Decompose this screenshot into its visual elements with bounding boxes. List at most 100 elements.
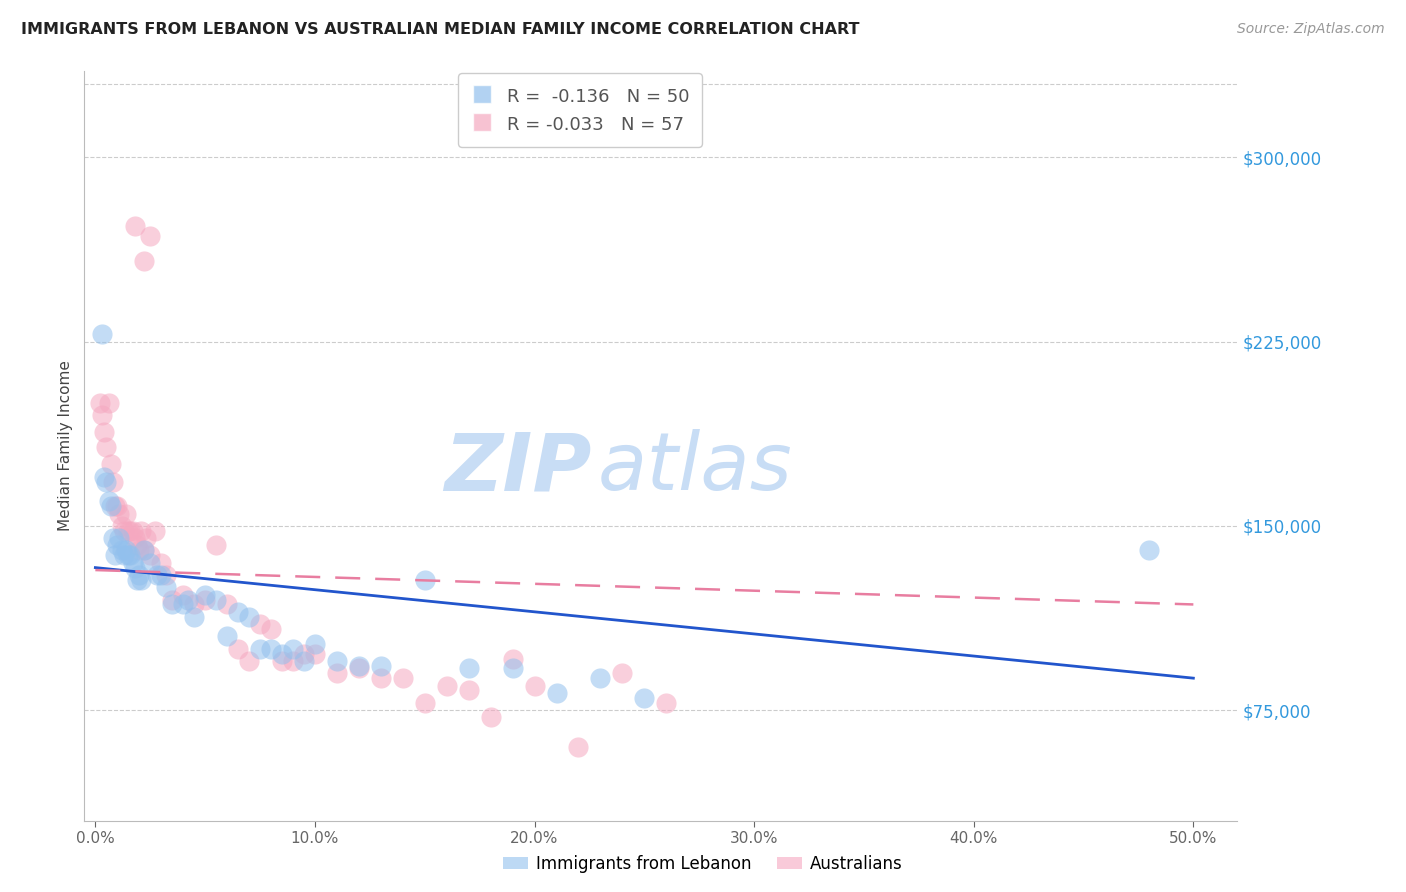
- Point: [115, 543, 138, 558]
- Point: [139, 556, 162, 570]
- Point: [183, 609, 205, 624]
- Point: [112, 549, 135, 563]
- Point: [1139, 543, 1161, 558]
- Point: [183, 598, 205, 612]
- Point: [101, 531, 124, 545]
- Point: [281, 654, 304, 668]
- Point: [108, 507, 131, 521]
- Point: [205, 592, 228, 607]
- Point: [304, 647, 326, 661]
- Legend: R =  -0.136   N = 50, R = -0.033   N = 57: R = -0.136 N = 50, R = -0.033 N = 57: [458, 73, 702, 147]
- Point: [112, 524, 135, 538]
- Point: [125, 573, 148, 587]
- Point: [132, 253, 155, 268]
- Point: [370, 658, 392, 673]
- Point: [271, 647, 294, 661]
- Point: [260, 622, 283, 636]
- Point: [249, 617, 271, 632]
- Point: [100, 499, 122, 513]
- Point: [226, 641, 249, 656]
- Point: [150, 556, 173, 570]
- Point: [120, 549, 142, 563]
- Point: [121, 556, 143, 570]
- Point: [100, 458, 122, 472]
- Point: [326, 666, 349, 681]
- Point: [217, 598, 239, 612]
- Text: Source: ZipAtlas.com: Source: ZipAtlas.com: [1237, 22, 1385, 37]
- Point: [111, 519, 134, 533]
- Point: [160, 592, 183, 607]
- Point: [546, 686, 568, 700]
- Text: ZIP: ZIP: [444, 429, 592, 508]
- Legend: Immigrants from Lebanon, Australians: Immigrants from Lebanon, Australians: [496, 848, 910, 880]
- Point: [160, 598, 183, 612]
- Point: [260, 641, 283, 656]
- Y-axis label: Median Family Income: Median Family Income: [58, 360, 73, 532]
- Point: [655, 696, 678, 710]
- Point: [304, 637, 326, 651]
- Point: [120, 524, 142, 538]
- Point: [90, 409, 112, 423]
- Point: [90, 327, 112, 342]
- Point: [457, 683, 479, 698]
- Point: [457, 661, 479, 675]
- Point: [205, 539, 228, 553]
- Point: [131, 573, 153, 587]
- Point: [135, 531, 157, 545]
- Point: [97, 396, 120, 410]
- Point: [121, 524, 143, 538]
- Point: [567, 739, 589, 754]
- Point: [292, 654, 315, 668]
- Point: [589, 671, 612, 685]
- Point: [96, 475, 118, 489]
- Point: [150, 568, 173, 582]
- Point: [105, 539, 128, 553]
- Point: [124, 531, 146, 545]
- Point: [132, 543, 155, 558]
- Point: [111, 543, 134, 558]
- Point: [97, 494, 120, 508]
- Point: [93, 469, 115, 483]
- Point: [117, 549, 139, 563]
- Point: [131, 524, 153, 538]
- Text: atlas: atlas: [598, 429, 792, 508]
- Point: [271, 654, 294, 668]
- Point: [413, 696, 436, 710]
- Point: [155, 580, 177, 594]
- Point: [194, 592, 217, 607]
- Point: [502, 661, 524, 675]
- Point: [226, 605, 249, 619]
- Point: [155, 568, 177, 582]
- Point: [117, 524, 139, 538]
- Point: [194, 588, 217, 602]
- Point: [105, 499, 128, 513]
- Point: [633, 690, 655, 705]
- Point: [124, 219, 146, 234]
- Point: [176, 592, 198, 607]
- Point: [132, 543, 155, 558]
- Point: [249, 641, 271, 656]
- Point: [217, 629, 239, 643]
- Point: [146, 568, 169, 582]
- Point: [96, 440, 118, 454]
- Point: [281, 641, 304, 656]
- Point: [172, 598, 194, 612]
- Point: [479, 710, 502, 724]
- Point: [89, 396, 111, 410]
- Point: [125, 539, 148, 553]
- Point: [108, 531, 131, 545]
- Point: [326, 654, 349, 668]
- Point: [238, 609, 260, 624]
- Point: [523, 679, 546, 693]
- Point: [347, 658, 370, 673]
- Point: [436, 679, 458, 693]
- Point: [139, 549, 162, 563]
- Point: [115, 507, 138, 521]
- Point: [124, 560, 146, 574]
- Point: [413, 573, 436, 587]
- Point: [370, 671, 392, 685]
- Point: [143, 524, 166, 538]
- Point: [238, 654, 260, 668]
- Point: [502, 651, 524, 665]
- Point: [391, 671, 413, 685]
